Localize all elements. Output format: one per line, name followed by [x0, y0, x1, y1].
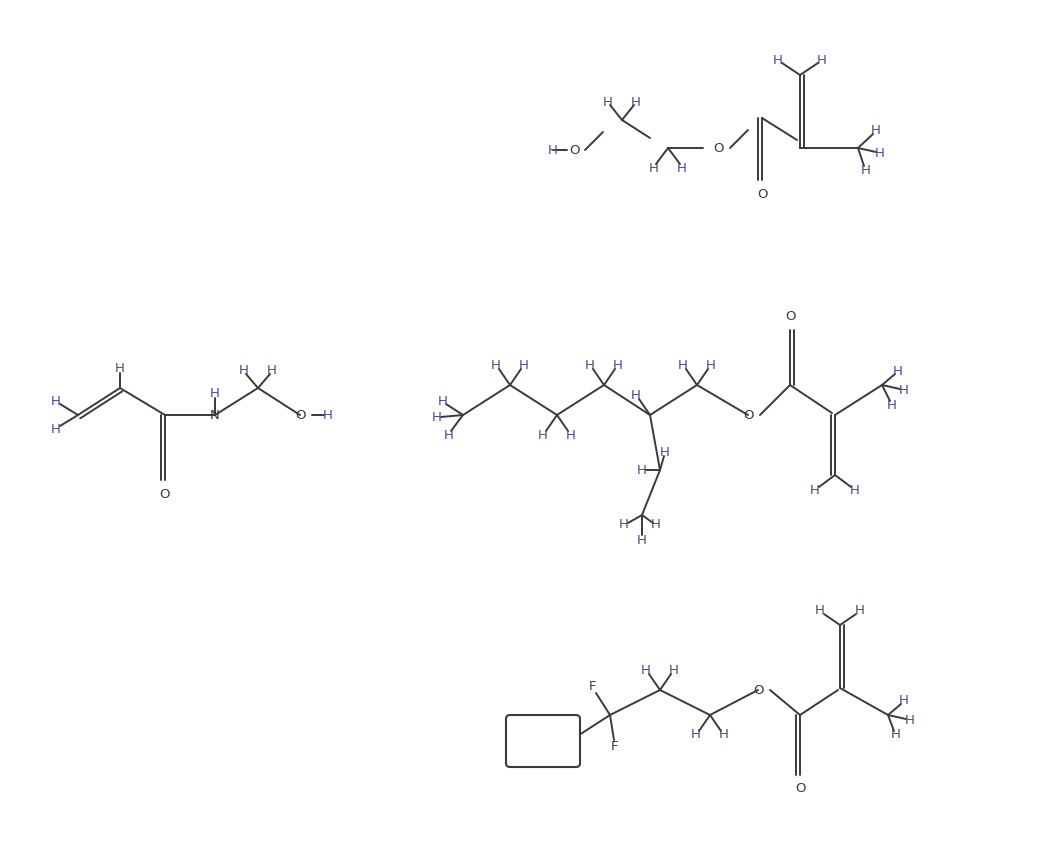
Text: H: H	[239, 363, 249, 376]
Text: O: O	[160, 488, 170, 501]
Text: O: O	[743, 408, 753, 421]
Text: H: H	[210, 387, 220, 400]
Text: Abs: Abs	[532, 739, 554, 752]
Text: H: H	[444, 428, 454, 441]
Text: O: O	[752, 683, 763, 696]
Text: H: H	[678, 358, 688, 371]
Text: H: H	[619, 518, 629, 531]
Text: H: H	[899, 695, 909, 708]
Text: H: H	[51, 394, 61, 407]
Text: H: H	[887, 399, 897, 412]
Text: F: F	[588, 681, 596, 694]
Text: H: H	[810, 484, 820, 497]
Text: H: H	[548, 144, 558, 157]
Text: H: H	[649, 162, 659, 175]
Text: H: H	[691, 728, 701, 741]
Text: H: H	[817, 54, 827, 67]
Text: H: H	[432, 411, 442, 424]
Text: O: O	[713, 142, 724, 155]
Text: H: H	[637, 464, 647, 477]
Text: N: N	[210, 408, 220, 421]
Text: H: H	[660, 445, 670, 458]
Text: H: H	[267, 363, 277, 376]
Text: H: H	[603, 95, 613, 108]
Text: H: H	[871, 124, 881, 137]
Text: H: H	[875, 146, 885, 159]
Text: H: H	[492, 358, 501, 371]
Text: O: O	[569, 144, 580, 157]
Text: H: H	[651, 518, 661, 531]
Text: H: H	[850, 484, 860, 497]
Text: H: H	[637, 535, 647, 548]
Text: H: H	[642, 663, 651, 676]
Text: H: H	[719, 728, 729, 741]
Text: H: H	[815, 605, 825, 618]
Text: H: H	[669, 663, 679, 676]
Text: H: H	[538, 428, 548, 441]
Text: H: H	[677, 162, 687, 175]
Text: H: H	[861, 163, 871, 176]
Text: H: H	[774, 54, 783, 67]
Text: H: H	[893, 364, 903, 377]
Text: H: H	[891, 728, 901, 741]
Text: O: O	[785, 310, 795, 323]
Text: H: H	[51, 422, 61, 435]
Text: O: O	[757, 188, 767, 201]
Text: H: H	[519, 358, 529, 371]
Text: H: H	[115, 362, 124, 375]
Text: H: H	[566, 428, 576, 441]
Text: H: H	[899, 383, 909, 396]
Text: H: H	[706, 358, 716, 371]
Text: H: H	[631, 95, 641, 108]
Text: H: H	[631, 388, 641, 401]
Text: O: O	[295, 408, 305, 421]
FancyBboxPatch shape	[506, 715, 580, 767]
Text: F: F	[611, 740, 619, 753]
Text: H: H	[855, 605, 865, 618]
Text: O: O	[795, 783, 805, 796]
Text: H: H	[905, 714, 915, 727]
Text: H: H	[438, 394, 448, 407]
Text: H: H	[323, 408, 333, 421]
Text: H: H	[585, 358, 595, 371]
Text: H: H	[613, 358, 622, 371]
